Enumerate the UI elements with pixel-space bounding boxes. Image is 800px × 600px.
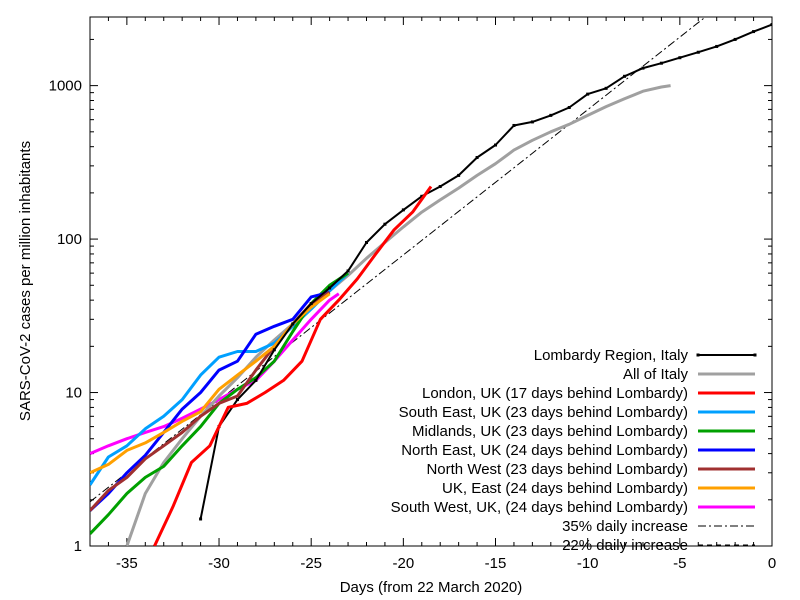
- legend-point: [753, 353, 757, 357]
- data-point: [309, 302, 313, 306]
- data-point: [364, 240, 368, 244]
- y-tick-label: 1: [74, 538, 82, 555]
- axis-ticks: -35 -30 -25 -20 -15 -10 -5 0 1 10 100 1000: [49, 17, 776, 572]
- data-point: [420, 194, 424, 198]
- legend-label: 22% daily increase: [562, 537, 688, 554]
- data-point: [235, 398, 239, 402]
- data-point: [401, 208, 405, 212]
- y-tick-label: 1000: [49, 78, 82, 95]
- data-point: [346, 269, 350, 273]
- data-point: [641, 66, 645, 70]
- data-point: [604, 86, 608, 90]
- x-tick-label: 0: [768, 555, 776, 572]
- x-axis-label: Days (from 22 March 2020): [340, 579, 523, 596]
- data-point: [696, 50, 700, 54]
- x-tick-label: -5: [673, 555, 686, 572]
- legend-label: All of Italy: [623, 366, 689, 383]
- legend-label: UK, East (24 days behind Lombardy): [442, 480, 688, 497]
- x-tick-label: -20: [393, 555, 415, 572]
- data-point: [623, 74, 627, 78]
- data-point: [457, 173, 461, 177]
- data-point: [512, 123, 516, 127]
- series-south-west-uk-24-days-behind-lombardy: [90, 292, 340, 455]
- data-point: [291, 322, 295, 326]
- data-point: [549, 113, 553, 117]
- data-point: [715, 44, 719, 48]
- series-layer: [90, 17, 772, 546]
- data-point: [383, 222, 387, 226]
- series-35-daily-increase: [90, 17, 707, 503]
- data-point: [567, 106, 571, 110]
- data-point: [272, 348, 276, 352]
- legend-label: London, UK (17 days behind Lombardy): [422, 385, 688, 402]
- x-tick-label: -15: [485, 555, 507, 572]
- legend-point: [696, 353, 700, 357]
- x-tick-label: -10: [577, 555, 599, 572]
- data-point: [733, 37, 737, 41]
- x-tick-label: -25: [300, 555, 322, 572]
- legend: Lombardy Region, Italy All of Italy London…: [391, 347, 757, 554]
- x-tick-label: -35: [116, 555, 138, 572]
- legend-label: Lombardy Region, Italy: [534, 347, 689, 364]
- series-north-east-uk-24-days-behind-lombardy: [90, 290, 330, 512]
- data-point: [328, 286, 332, 290]
- data-point: [659, 61, 663, 65]
- legend-label: South East, UK (23 days behind Lombardy): [399, 404, 688, 421]
- legend-label: South West, UK, (24 days behind Lombardy…: [391, 499, 688, 516]
- x-tick-label: -30: [208, 555, 230, 572]
- data-point: [199, 517, 203, 521]
- plot-frame: [89, 16, 773, 547]
- data-point: [586, 92, 590, 96]
- legend-label: 35% daily increase: [562, 518, 688, 535]
- data-point: [475, 156, 479, 160]
- data-point: [438, 185, 442, 189]
- y-axis-label: SARS-CoV-2 cases per million inhabitants: [17, 141, 34, 421]
- legend-label: North West (23 days behind Lombardy): [426, 461, 688, 478]
- y-tick-label: 10: [65, 385, 82, 402]
- series-london-uk-17-days-behind-lombardy: [153, 185, 433, 546]
- data-point: [752, 30, 756, 34]
- y-tick-label: 100: [57, 231, 82, 248]
- series-lombardy-region-italy: [199, 23, 772, 520]
- data-point: [254, 378, 258, 382]
- data-point: [770, 23, 772, 27]
- data-point: [530, 120, 534, 124]
- series-all-of-italy: [125, 84, 671, 546]
- legend-label: Midlands, UK (23 days behind Lombardy): [412, 423, 688, 440]
- data-point: [494, 143, 498, 147]
- legend-label: North East, UK (24 days behind Lombardy): [401, 442, 688, 459]
- data-point: [678, 56, 682, 60]
